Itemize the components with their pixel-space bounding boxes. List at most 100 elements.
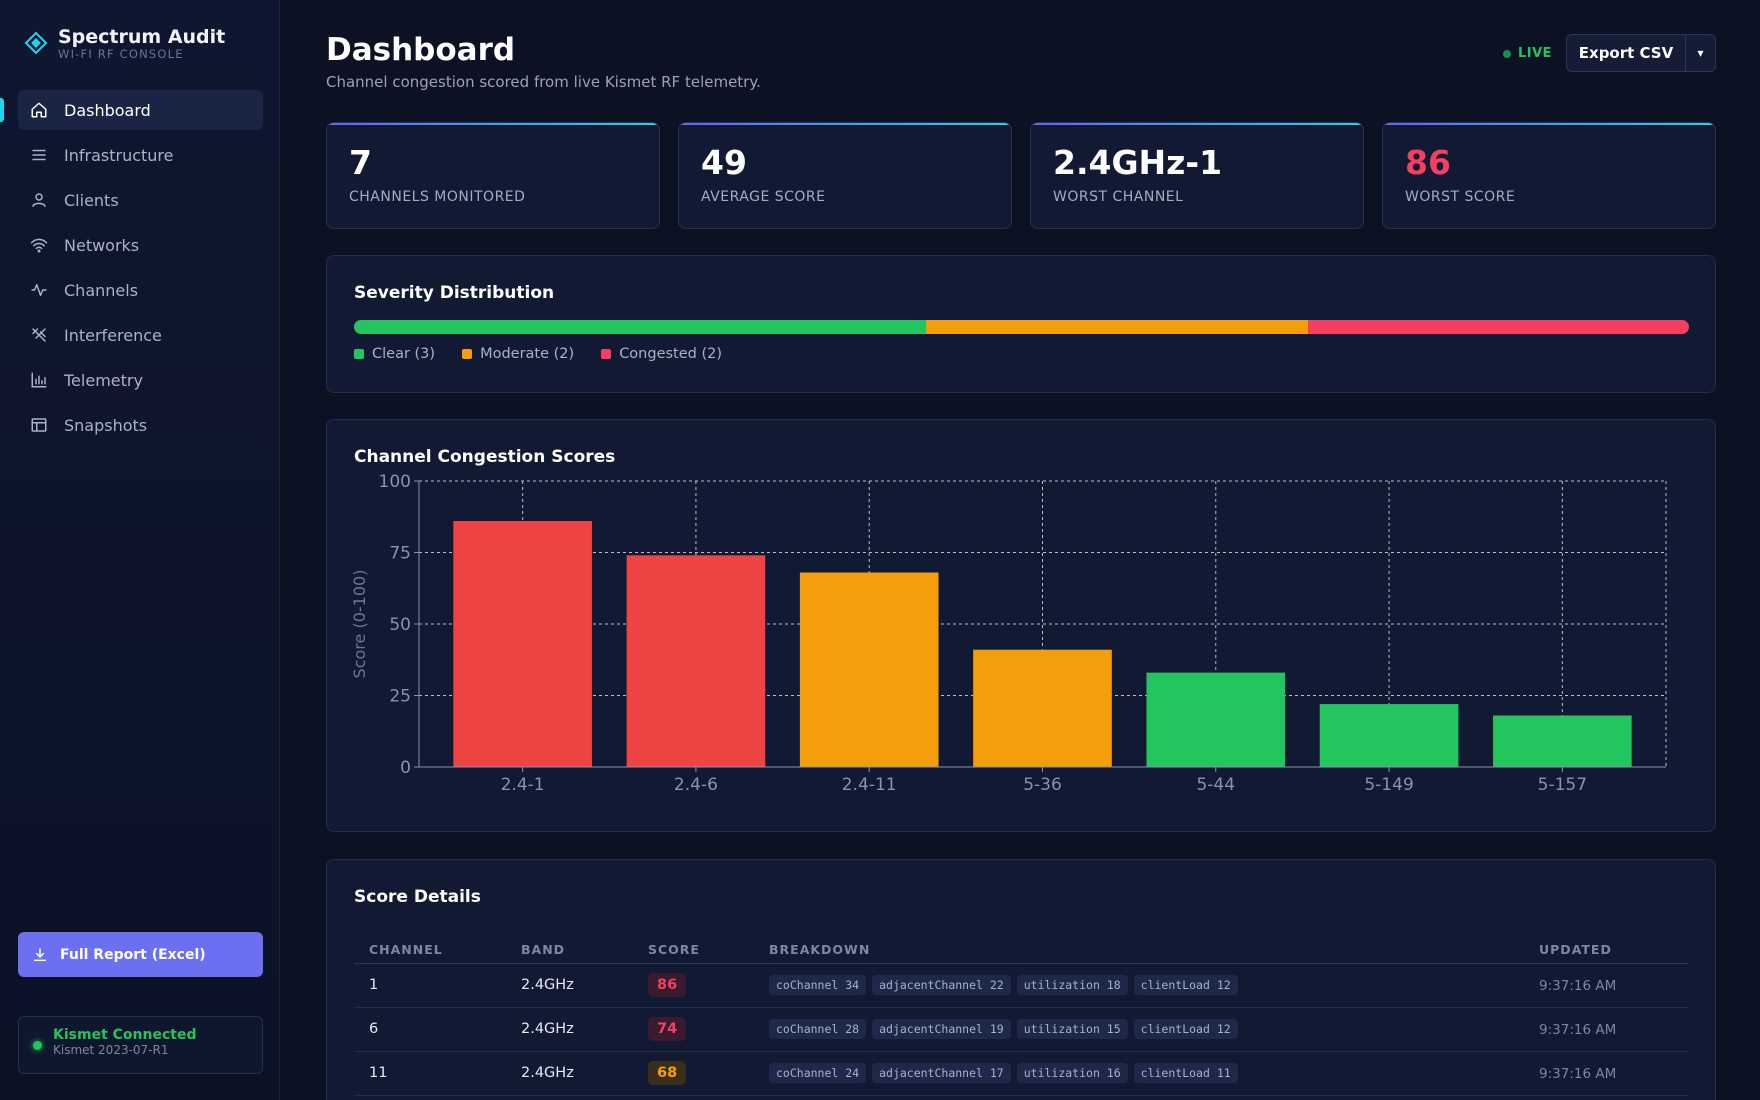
status-dot-icon: [33, 1041, 42, 1050]
x-tick-label: 5-157: [1538, 775, 1587, 795]
export-dropdown-caret-icon[interactable]: ▾: [1697, 46, 1704, 60]
sidebar-item-label: Telemetry: [64, 370, 143, 390]
cell-channel: 6: [369, 1021, 379, 1037]
chart-bar: [799, 572, 939, 767]
table-row[interactable]: 6 2.4GHz 74 coChannel 28 adjacentChannel 19 u…: [354, 1008, 1689, 1052]
legend-swatch: [601, 349, 612, 359]
brand[interactable]: Spectrum Audit WI-FI RF CONSOLE: [24, 26, 225, 60]
live-label: LIVE: [1518, 46, 1553, 61]
breakdown-chip: clientLoad 12: [1133, 1019, 1238, 1039]
chart-title: Channel Congestion Scores: [354, 447, 616, 467]
download-icon: [33, 947, 47, 961]
sidebar-nav: Dashboard Infrastructure Clients Network…: [0, 90, 263, 450]
legend-swatch: [462, 349, 473, 359]
chart-bar: [973, 649, 1112, 767]
stat-value: 86: [1405, 143, 1451, 182]
sidebar-item-snapshots[interactable]: Snapshots: [18, 405, 263, 445]
stat-card-average-score: 49 AVERAGE SCORE: [678, 122, 1012, 229]
breakdown-chip: clientLoad 12: [1133, 975, 1238, 995]
cell-band: 2.4GHz: [521, 1065, 574, 1081]
column-header-score[interactable]: SCORE: [648, 942, 700, 957]
table-row[interactable]: 1 2.4GHz 86 coChannel 34 adjacentChannel 22 u…: [354, 964, 1689, 1008]
breakdown-chip: clientLoad 11: [1133, 1063, 1238, 1083]
sidebar-item-label: Channels: [64, 280, 139, 300]
page-subtitle: Channel congestion scored from live Kism…: [326, 73, 761, 91]
sidebar-item-telemetry[interactable]: Telemetry: [18, 360, 263, 400]
breakdown-chips: coChannel 34 adjacentChannel 22 utilizatio…: [769, 975, 1244, 995]
cell-updated: 9:37:16 AM: [1539, 978, 1617, 994]
severity-bar: [354, 320, 1689, 334]
table-row[interactable]: 11 2.4GHz 68 coChannel 24 adjacentChannel 17…: [354, 1052, 1689, 1096]
sidebar-item-dashboard[interactable]: Dashboard: [0, 90, 263, 130]
score-badge: 68: [648, 1061, 687, 1085]
cell-updated: 9:37:16 AM: [1539, 1022, 1617, 1038]
severity-title: Severity Distribution: [354, 283, 555, 303]
x-tick-label: 5-149: [1364, 775, 1413, 795]
brand-subtitle: WI-FI RF CONSOLE: [58, 47, 184, 61]
breakdown-chips: coChannel 28 adjacentChannel 19 utilizatio…: [769, 1019, 1244, 1039]
severity-legend-item: Moderate (2): [462, 346, 574, 362]
x-tick-label: 2.4-1: [501, 775, 545, 795]
y-tick-label: 50: [389, 615, 411, 635]
breakdown-chip: adjacentChannel 17: [872, 1063, 1011, 1083]
stat-value: 49: [701, 143, 747, 182]
live-indicator: LIVE: [1503, 46, 1552, 61]
legend-label: Congested (2): [619, 346, 723, 362]
sidebar-item-interference[interactable]: Interference: [18, 315, 263, 355]
breakdown-chip: coChannel 24: [769, 1063, 867, 1083]
x-tick-label: 5-44: [1196, 775, 1235, 795]
legend-swatch: [354, 349, 364, 359]
congestion-bar-chart: 0 25 50 75 100 2.4-1 2.4-6 2.4-11 5-36 5-44 5-149 5…: [350, 472, 1667, 795]
severity-segment: [926, 320, 1308, 334]
stat-value: 7: [349, 143, 372, 182]
chart-bar: [626, 555, 766, 767]
column-header-breakdown[interactable]: BREAKDOWN: [769, 942, 871, 957]
chart-bar: [1319, 704, 1459, 767]
layout-icon: [30, 416, 48, 434]
y-tick-label: 75: [389, 544, 411, 564]
y-axis-label: Score (0-100): [350, 570, 369, 679]
severity-legend-item: Clear (3): [354, 346, 435, 362]
cell-band: 2.4GHz: [521, 1021, 574, 1037]
column-header-updated[interactable]: UPDATED: [1539, 942, 1612, 957]
breakdown-chip: adjacentChannel 22: [872, 975, 1011, 995]
cell-updated: 9:37:16 AM: [1539, 1066, 1617, 1082]
full-report-button[interactable]: Full Report (Excel): [18, 932, 263, 977]
connection-status: Kismet Connected Kismet 2023-07-R1: [18, 1016, 263, 1074]
sidebar-item-infrastructure[interactable]: Infrastructure: [18, 135, 263, 175]
export-csv-button[interactable]: Export CSV: [1567, 35, 1686, 71]
live-dot-icon: [1503, 49, 1511, 58]
sidebar-item-channels[interactable]: Channels: [18, 270, 263, 310]
home-icon: [30, 101, 48, 119]
x-tick-label: 2.4-11: [842, 775, 897, 795]
column-header-channel[interactable]: CHANNEL: [369, 942, 443, 957]
sidebar-item-label: Infrastructure: [64, 145, 174, 165]
stat-card-worst-channel: 2.4GHz-1 WORST CHANNEL: [1030, 122, 1364, 229]
cell-channel: 1: [369, 977, 379, 993]
score-details-panel: Score Details CHANNEL BAND SCORE BREAKDO…: [326, 859, 1716, 1100]
y-tick-label: 25: [389, 687, 411, 707]
diamond-logo-icon: [24, 31, 48, 55]
legend-label: Clear (3): [372, 346, 436, 362]
cell-channel: 11: [369, 1065, 388, 1081]
breakdown-chip: coChannel 28: [769, 1019, 867, 1039]
sidebar-item-clients[interactable]: Clients: [18, 180, 263, 220]
sidebar-item-label: Dashboard: [64, 100, 151, 120]
severity-legend-item: Congested (2): [601, 346, 722, 362]
pulse-icon: [30, 281, 48, 299]
severity-segment: [1307, 320, 1689, 334]
brand-name: Spectrum Audit: [58, 26, 226, 48]
export-split-button: Export CSV ▾: [1566, 34, 1716, 72]
column-header-band[interactable]: BAND: [521, 942, 566, 957]
antenna-icon: [30, 326, 48, 344]
sidebar-item-networks[interactable]: Networks: [18, 225, 263, 265]
chart-bar: [453, 521, 592, 767]
score-badge: 74: [648, 1017, 687, 1041]
severity-legend: Clear (3) Moderate (2) Congested (2): [354, 346, 749, 362]
table-header: CHANNEL BAND SCORE BREAKDOWN UPDATED: [354, 934, 1689, 964]
breakdown-chip: utilization 18: [1016, 975, 1128, 995]
sidebar-item-label: Interference: [64, 325, 162, 345]
full-report-label: Full Report (Excel): [60, 946, 206, 963]
page-title: Dashboard: [326, 32, 516, 68]
chart-bar: [1146, 672, 1286, 767]
